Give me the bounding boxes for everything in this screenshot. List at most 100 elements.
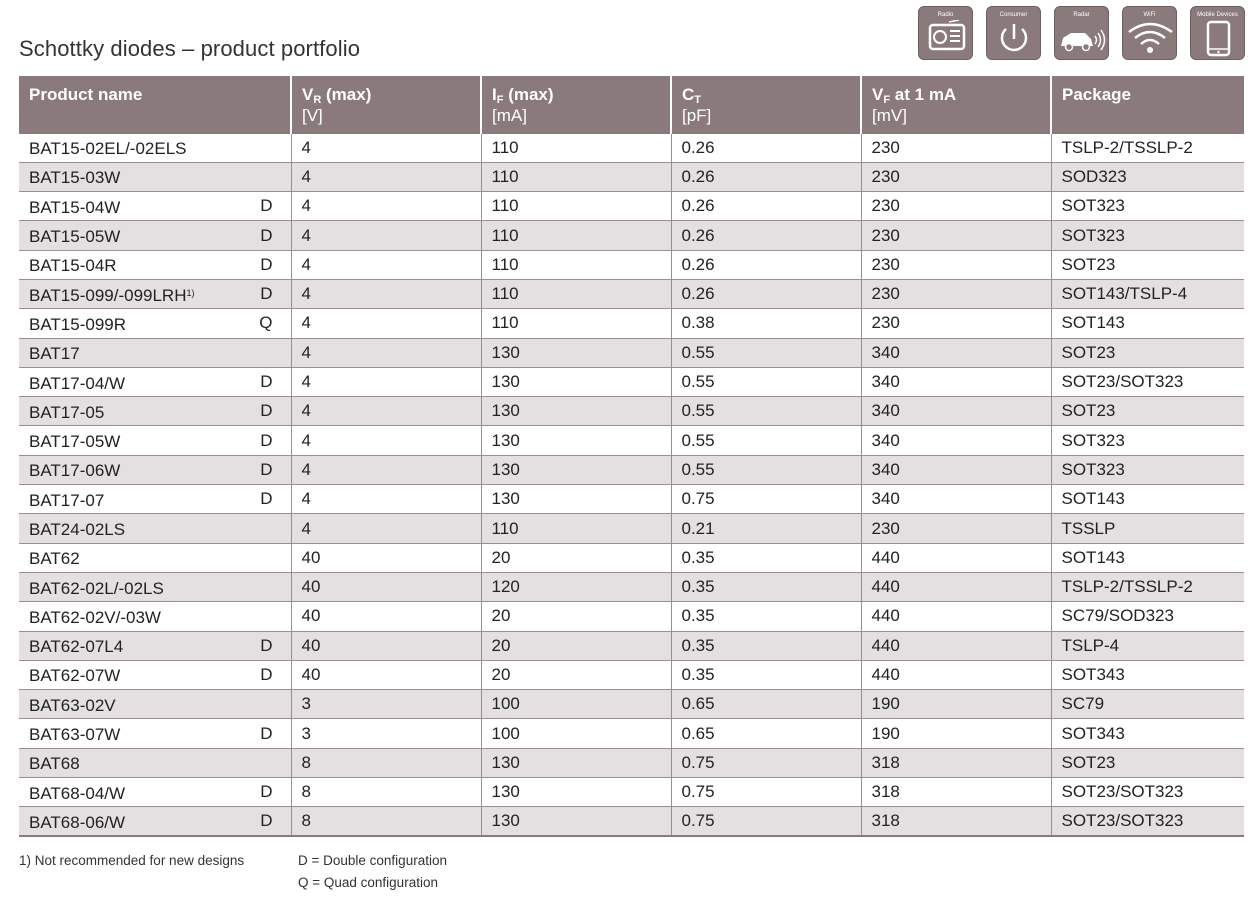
cell-vf: 230 <box>861 308 1052 339</box>
table-body: BAT15-02EL/-02ELS 4 110 0.26 230 TSLP-2/TSSLP… <box>19 131 1244 838</box>
product-name: BAT17 <box>29 344 80 364</box>
icon-label: Radio <box>937 12 954 18</box>
page-title: Schottky diodes – product portfolio <box>19 36 361 61</box>
cell-package: SOT23/SOT323 <box>1051 367 1244 398</box>
cell-product-name: BAT15-099R Q <box>19 308 292 339</box>
icon-label: WiFi <box>1143 12 1156 18</box>
cell-vr: 4 <box>291 513 482 544</box>
configuration-mark: D <box>260 635 273 655</box>
cell-package: SOT23/SOT323 <box>1051 777 1244 808</box>
table-row: BAT68-06/W D 8 130 0.75 318 SOT23/SOT323 <box>19 806 1244 838</box>
table-row: BAT17-06W D 4 130 0.55 340 SOT323 <box>19 455 1244 486</box>
cell-package: SOD323 <box>1051 162 1244 193</box>
header-vr: VR (max) [V] <box>291 76 482 133</box>
product-name: BAT62-02L/-02LS <box>29 578 164 598</box>
product-name: BAT17-05 <box>29 402 105 422</box>
cell-product-name: BAT15-04R D <box>19 250 292 280</box>
cell-vr: 40 <box>291 572 482 603</box>
cell-vr: 4 <box>291 425 482 456</box>
product-name: BAT62-02V/-03W <box>29 607 161 627</box>
cell-vf: 230 <box>861 162 1052 193</box>
cell-if: 110 <box>481 220 672 251</box>
cell-ct: 0.35 <box>671 572 862 603</box>
cell-vr: 8 <box>291 806 482 838</box>
wifi-icon: WiFi <box>1122 6 1177 60</box>
cell-vf: 440 <box>861 572 1052 603</box>
cell-vf: 340 <box>861 455 1052 486</box>
application-icons: Radio Consumer Radar WiFi <box>918 6 1245 60</box>
configuration-mark: D <box>260 284 273 304</box>
header-if: IF (max) [mA] <box>481 76 672 133</box>
configuration-mark: D <box>260 782 273 802</box>
cell-if: 130 <box>481 425 672 456</box>
cell-vf: 440 <box>861 660 1052 691</box>
product-name: BAT62-07L4 <box>29 637 124 657</box>
product-name: BAT15-03W <box>29 168 121 188</box>
cell-vr: 40 <box>291 601 482 632</box>
table-row: BAT17-05W D 4 130 0.55 340 SOT323 <box>19 425 1244 456</box>
cell-ct: 0.55 <box>671 396 862 427</box>
product-name: BAT17-05W <box>29 432 121 452</box>
configuration-mark: D <box>260 254 273 274</box>
table-row: BAT17-07 D 4 130 0.75 340 SOT143 <box>19 484 1244 515</box>
cell-vr: 4 <box>291 484 482 515</box>
cell-vf: 318 <box>861 806 1052 838</box>
cell-vr: 4 <box>291 308 482 339</box>
cell-vr: 4 <box>291 367 482 398</box>
cell-vr: 40 <box>291 631 482 661</box>
cell-package: TSSLP <box>1051 513 1244 544</box>
cell-if: 110 <box>481 513 672 544</box>
table-row: BAT17-04/W D 4 130 0.55 340 SOT23/SOT323 <box>19 367 1244 398</box>
cell-ct: 0.75 <box>671 748 862 779</box>
product-name: BAT15-099/-099LRH <box>29 285 187 305</box>
configuration-mark: D <box>260 225 273 245</box>
cell-vf: 318 <box>861 777 1052 808</box>
cell-package: SOT323 <box>1051 425 1244 456</box>
table-row: BAT15-03W 4 110 0.26 230 SOD323 <box>19 162 1244 193</box>
cell-vf: 440 <box>861 543 1052 573</box>
cell-ct: 0.26 <box>671 131 862 163</box>
car-radar-icon: Radar <box>1054 6 1109 60</box>
cell-vf: 230 <box>861 279 1052 310</box>
cell-vf: 230 <box>861 250 1052 280</box>
product-name: BAT15-04W <box>29 197 121 217</box>
cell-vr: 40 <box>291 660 482 691</box>
cell-if: 130 <box>481 777 672 808</box>
configuration-mark: D <box>260 372 273 392</box>
cell-ct: 0.65 <box>671 689 862 720</box>
cell-vf: 190 <box>861 718 1052 749</box>
cell-package: SOT23/SOT323 <box>1051 806 1244 838</box>
table-row: BAT62-02L/-02LS 40 120 0.35 440 TSLP-2/TSSLP-… <box>19 572 1244 603</box>
table-row: BAT68-04/W D 8 130 0.75 318 SOT23/SOT323 <box>19 777 1244 808</box>
cell-vr: 4 <box>291 338 482 368</box>
table-header-row: Product name VR (max) [V] IF (max) [mA] CT… <box>19 76 1244 133</box>
cell-vf: 190 <box>861 689 1052 720</box>
cell-package: SOT23 <box>1051 338 1244 368</box>
table-row: BAT62-07W D 40 20 0.35 440 SOT343 <box>19 660 1244 691</box>
cell-ct: 0.35 <box>671 601 862 632</box>
table-row: BAT63-07W D 3 100 0.65 190 SOT343 <box>19 718 1244 749</box>
product-name: BAT63-02V <box>29 695 116 715</box>
configuration-mark: D <box>260 723 273 743</box>
cell-package: TSLP-4 <box>1051 631 1244 661</box>
cell-if: 100 <box>481 689 672 720</box>
cell-product-name: BAT17-05W D <box>19 425 292 456</box>
cell-ct: 0.75 <box>671 484 862 515</box>
cell-package: SOT23 <box>1051 748 1244 779</box>
cell-ct: 0.65 <box>671 718 862 749</box>
table-row: BAT62-02V/-03W 40 20 0.35 440 SC79/SOD323 <box>19 601 1244 632</box>
product-name: BAT17-06W <box>29 461 121 481</box>
product-name: BAT15-02EL/-02ELS <box>29 139 187 159</box>
header-package: Package <box>1051 76 1244 133</box>
product-name: BAT15-04R <box>29 256 117 276</box>
cell-product-name: BAT15-02EL/-02ELS <box>19 131 292 163</box>
cell-package: SOT23 <box>1051 250 1244 280</box>
cell-package: SOT143 <box>1051 543 1244 573</box>
cell-vf: 230 <box>861 131 1052 163</box>
cell-vr: 4 <box>291 455 482 486</box>
product-name: BAT17-04/W <box>29 373 126 393</box>
cell-package: SOT23 <box>1051 396 1244 427</box>
cell-vf: 230 <box>861 220 1052 251</box>
product-name: BAT68 <box>29 754 80 774</box>
table-row: BAT15-099R Q 4 110 0.38 230 SOT143 <box>19 308 1244 339</box>
